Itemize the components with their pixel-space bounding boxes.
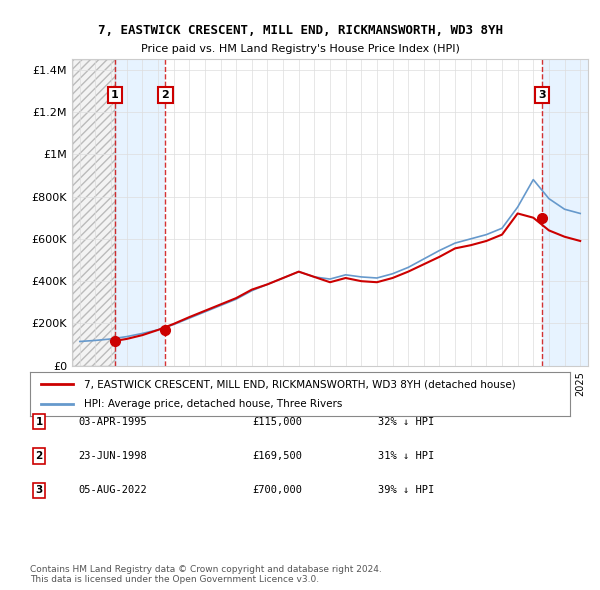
Text: 1: 1: [35, 417, 43, 427]
Text: £169,500: £169,500: [252, 451, 302, 461]
Bar: [115, 59, 166, 366]
Text: 2: 2: [161, 90, 169, 100]
Text: 3: 3: [35, 486, 43, 495]
Text: £700,000: £700,000: [252, 486, 302, 495]
Text: 2: 2: [35, 451, 43, 461]
Text: 32% ↓ HPI: 32% ↓ HPI: [378, 417, 434, 427]
Bar: [542, 59, 588, 366]
Text: 39% ↓ HPI: 39% ↓ HPI: [378, 486, 434, 495]
Text: 23-JUN-1998: 23-JUN-1998: [78, 451, 147, 461]
Text: £115,000: £115,000: [252, 417, 302, 427]
Text: 1: 1: [111, 90, 119, 100]
Text: 3: 3: [539, 90, 546, 100]
Text: HPI: Average price, detached house, Three Rivers: HPI: Average price, detached house, Thre…: [84, 399, 343, 408]
Text: Price paid vs. HM Land Registry's House Price Index (HPI): Price paid vs. HM Land Registry's House …: [140, 44, 460, 54]
Text: 31% ↓ HPI: 31% ↓ HPI: [378, 451, 434, 461]
Text: 7, EASTWICK CRESCENT, MILL END, RICKMANSWORTH, WD3 8YH: 7, EASTWICK CRESCENT, MILL END, RICKMANS…: [97, 24, 503, 37]
Text: 7, EASTWICK CRESCENT, MILL END, RICKMANSWORTH, WD3 8YH (detached house): 7, EASTWICK CRESCENT, MILL END, RICKMANS…: [84, 379, 516, 389]
Text: 05-AUG-2022: 05-AUG-2022: [78, 486, 147, 495]
Text: 03-APR-1995: 03-APR-1995: [78, 417, 147, 427]
Text: Contains HM Land Registry data © Crown copyright and database right 2024.
This d: Contains HM Land Registry data © Crown c…: [30, 565, 382, 584]
Bar: [72, 59, 115, 366]
Bar: [72, 59, 115, 366]
